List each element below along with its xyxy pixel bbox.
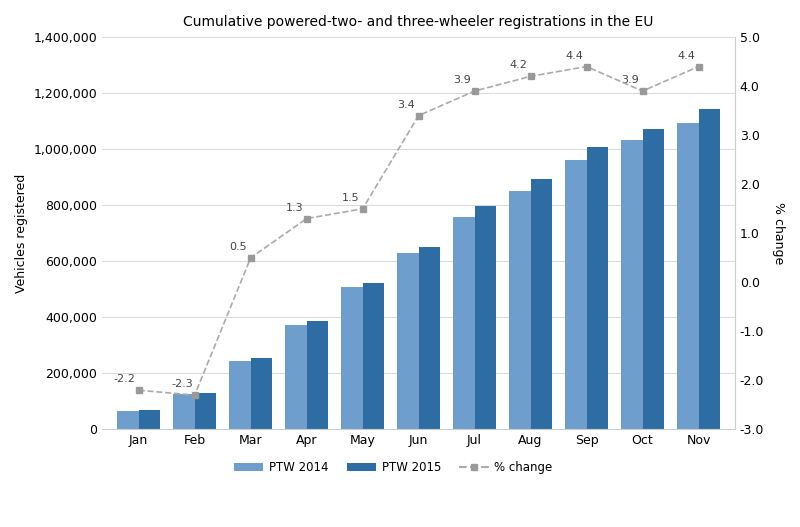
Bar — [642, 129, 664, 430]
Bar — [306, 321, 328, 430]
% change — [246, 255, 255, 261]
Bar — [138, 410, 160, 430]
% change — [134, 387, 143, 393]
% change — [414, 112, 423, 119]
Bar — [286, 325, 306, 430]
Title: Cumulative powered-two- and three-wheeler registrations in the EU: Cumulative powered-two- and three-wheele… — [183, 15, 654, 29]
% change — [190, 392, 199, 398]
Bar — [342, 287, 362, 430]
Text: 1.3: 1.3 — [286, 203, 303, 213]
Bar — [398, 253, 418, 430]
% change — [302, 216, 311, 222]
Bar — [622, 140, 642, 430]
Line: % change: % change — [135, 63, 702, 398]
Text: 4.2: 4.2 — [510, 61, 527, 71]
Bar — [474, 206, 496, 430]
Text: 3.9: 3.9 — [454, 75, 471, 85]
Text: 0.5: 0.5 — [230, 242, 247, 252]
Bar — [586, 147, 608, 430]
Bar — [678, 123, 698, 430]
Bar — [174, 394, 194, 430]
Text: 3.4: 3.4 — [398, 100, 415, 110]
Bar — [230, 362, 250, 430]
% change — [470, 88, 479, 94]
Legend: PTW 2014, PTW 2015, % change: PTW 2014, PTW 2015, % change — [229, 456, 558, 479]
Bar — [118, 411, 138, 430]
Bar — [698, 109, 720, 430]
Bar — [194, 393, 216, 430]
Y-axis label: Vehicles registered: Vehicles registered — [15, 174, 28, 293]
% change — [638, 88, 647, 94]
% change — [526, 73, 535, 80]
Bar — [362, 283, 384, 430]
Bar — [250, 358, 272, 430]
Bar — [510, 191, 530, 430]
% change — [358, 206, 367, 212]
Text: 1.5: 1.5 — [342, 193, 359, 203]
Text: -2.3: -2.3 — [171, 379, 194, 389]
Text: 4.4: 4.4 — [566, 51, 583, 61]
% change — [582, 63, 591, 70]
Bar — [566, 160, 586, 430]
Bar — [418, 247, 440, 430]
Text: 3.9: 3.9 — [622, 75, 639, 85]
% change — [694, 63, 703, 70]
Bar — [530, 179, 552, 430]
Y-axis label: % change: % change — [772, 202, 785, 265]
Bar — [454, 217, 474, 430]
Text: -2.2: -2.2 — [114, 374, 136, 384]
Text: 4.4: 4.4 — [678, 51, 695, 61]
